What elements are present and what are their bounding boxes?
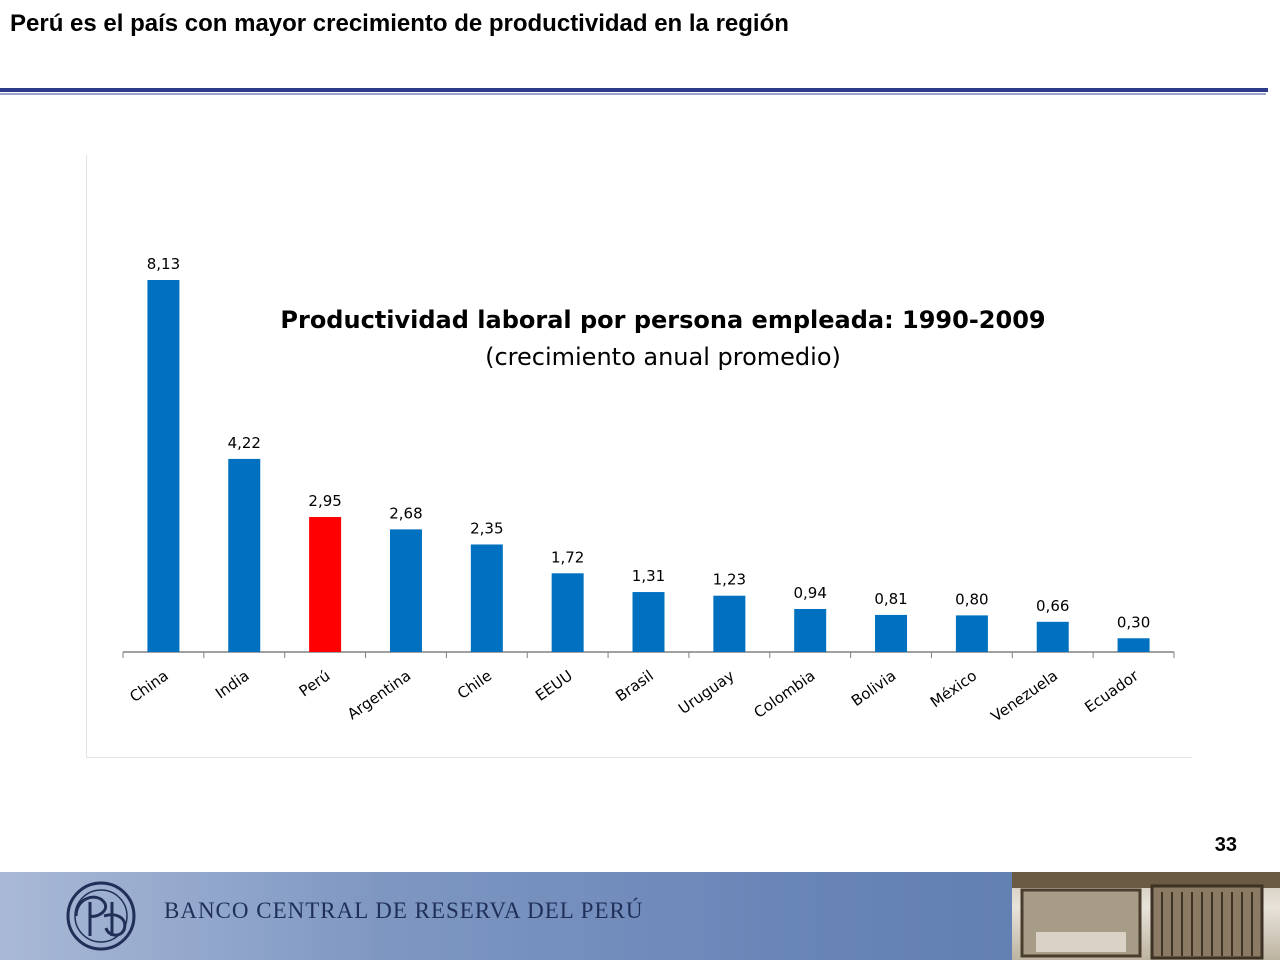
category-label: Colombia bbox=[750, 667, 818, 722]
category-label: Uruguay bbox=[675, 666, 738, 717]
category-label: Bolivia bbox=[848, 667, 899, 710]
category-label: Ecuador bbox=[1081, 666, 1142, 716]
data-label: 0,94 bbox=[793, 584, 826, 602]
building-interior-photo bbox=[1012, 872, 1280, 960]
page-number: 33 bbox=[1214, 834, 1237, 856]
slide-title: Perú es el país con mayor crecimiento de… bbox=[10, 10, 789, 37]
category-label: Chile bbox=[454, 667, 495, 703]
data-label: 8,13 bbox=[147, 255, 180, 273]
bar-uruguay bbox=[713, 595, 746, 652]
logo-monogram bbox=[74, 895, 127, 937]
data-label: 1,72 bbox=[551, 548, 584, 566]
data-label: 4,22 bbox=[228, 434, 261, 452]
bar-colombia bbox=[794, 608, 827, 652]
title-rule-shadow bbox=[0, 93, 1266, 95]
chart-subtitle: (crecimiento anual promedio) bbox=[485, 343, 841, 371]
bar-china bbox=[147, 280, 180, 652]
chart-frame: Productividad laboral por persona emplea… bbox=[86, 155, 1192, 758]
bar-perú bbox=[309, 517, 342, 652]
bank-name: BANCO CENTRAL DE RESERVA DEL PERÚ bbox=[164, 898, 644, 923]
bar-india bbox=[228, 458, 261, 652]
title-rule bbox=[0, 88, 1268, 95]
bar-venezuela bbox=[1036, 621, 1069, 652]
category-label: EEUU bbox=[532, 667, 576, 705]
category-label: Argentina bbox=[344, 667, 414, 724]
bar-eeuu bbox=[551, 573, 584, 652]
category-label: China bbox=[126, 667, 171, 706]
productivity-bar-chart: Productividad laboral por persona emplea… bbox=[122, 255, 1175, 726]
category-label: Perú bbox=[296, 667, 334, 701]
data-label: 0,81 bbox=[874, 590, 907, 608]
bar-ecuador bbox=[1117, 638, 1150, 652]
data-label: 2,35 bbox=[470, 519, 503, 537]
category-label: Brasil bbox=[612, 667, 657, 706]
logo-ring-outer bbox=[66, 881, 136, 951]
bar-méxico bbox=[955, 615, 988, 652]
category-label: Venezuela bbox=[988, 667, 1061, 726]
bar-argentina bbox=[389, 529, 422, 652]
bar-brasil bbox=[632, 592, 665, 652]
building-interior-drawing bbox=[1012, 872, 1280, 960]
bank-logo bbox=[66, 881, 136, 951]
data-label: 2,68 bbox=[389, 504, 422, 522]
data-label: 0,66 bbox=[1036, 597, 1069, 615]
data-label: 1,31 bbox=[632, 567, 665, 585]
bar-chile bbox=[470, 544, 503, 652]
data-label: 0,80 bbox=[955, 590, 988, 608]
footer-banner: BANCO CENTRAL DE RESERVA DEL PERÚ bbox=[0, 872, 1280, 960]
bar-bolivia bbox=[875, 614, 908, 652]
category-label: India bbox=[212, 667, 252, 703]
data-label: 0,30 bbox=[1117, 613, 1150, 631]
data-label: 2,95 bbox=[308, 492, 341, 510]
category-label: México bbox=[927, 667, 980, 712]
data-label: 1,23 bbox=[713, 571, 746, 589]
chart-title: Productividad laboral por persona emplea… bbox=[280, 306, 1045, 334]
title-rule-line bbox=[0, 88, 1268, 92]
